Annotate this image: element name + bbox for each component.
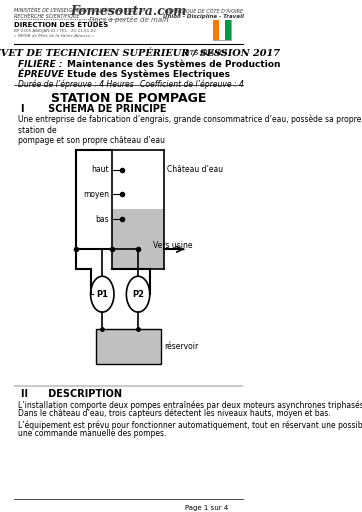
Circle shape (90, 276, 114, 312)
Text: L’équipement est prévu pour fonctionner automatiquement, tout en réservant une p: L’équipement est prévu pour fonctionner … (18, 421, 362, 431)
Text: RÉPUBLIQUE DE CÔTE D’IVOIRE: RÉPUBLIQUE DE CÔTE D’IVOIRE (165, 8, 243, 13)
Text: Fomesoutra.com: Fomesoutra.com (71, 5, 187, 18)
Text: Château d’eau: Château d’eau (167, 165, 223, 174)
Text: L’installation comporte deux pompes entraînées par deux moteurs asynchrones trip: L’installation comporte deux pompes entr… (18, 401, 362, 411)
Text: DIRECTION DES ÉTUDES: DIRECTION DES ÉTUDES (14, 22, 109, 29)
Text: Union - Discipline - Travail: Union - Discipline - Travail (163, 14, 243, 19)
Text: Coefficient de l’épreuve : 4: Coefficient de l’épreuve : 4 (139, 80, 243, 89)
Bar (112, 209, 164, 269)
Text: RECHERCHE SCIENTIFIQUE: RECHERCHE SCIENTIFIQUE (14, 14, 80, 19)
Circle shape (126, 276, 150, 312)
Bar (96, 329, 161, 364)
Text: P1: P1 (96, 290, 108, 298)
Text: Dans le château d’eau, trois capteurs détectent les niveaux hauts, moyen et bas.: Dans le château d’eau, trois capteurs dé… (18, 409, 331, 418)
Text: « INPHB de Mèle de la Valiée-Aboisso »: « INPHB de Mèle de la Valiée-Aboisso » (14, 34, 94, 38)
Text: (BTS BLANC): (BTS BLANC) (180, 50, 227, 56)
Text: Etude des Systèmes Electriques: Etude des Systèmes Electriques (67, 70, 230, 79)
Text: Vers usine: Vers usine (153, 241, 192, 250)
Text: STATION DE POMPAGE: STATION DE POMPAGE (51, 92, 207, 105)
Text: moyen: moyen (83, 190, 109, 199)
Text: Maintenance des Systèmes de Production: Maintenance des Systèmes de Production (67, 60, 280, 69)
Text: Une entreprise de fabrication d’engrais, grande consommatrice d’eau, possède sa : Une entreprise de fabrication d’engrais,… (18, 115, 361, 145)
Text: Durée de l’épreuve : 4 Heures: Durée de l’épreuve : 4 Heures (18, 80, 134, 89)
Text: I       SCHEMA DE PRINCIPE: I SCHEMA DE PRINCIPE (21, 104, 167, 114)
Text: P2: P2 (132, 290, 144, 298)
Text: Page 1 sur 4: Page 1 sur 4 (185, 505, 228, 510)
Text: BREVET DE TECHNICIEN SUPÉRIEUR / SESSION 2017: BREVET DE TECHNICIEN SUPÉRIEUR / SESSION… (0, 50, 281, 59)
Bar (213, 20, 219, 40)
Text: MINISTÈRE DE L’ENSEIGNEMENT SUPÉRIEUR ET DE LA: MINISTÈRE DE L’ENSEIGNEMENT SUPÉRIEUR ET… (14, 8, 146, 13)
Text: FILIÈRE :: FILIÈRE : (18, 60, 62, 69)
Text: haut: haut (91, 165, 109, 174)
Text: BP 2305 ABIDJAN 01 / TEL : 20-21-61-62: BP 2305 ABIDJAN 01 / TEL : 20-21-61-62 (14, 29, 97, 33)
Text: réservoir: réservoir (164, 342, 198, 351)
Text: une commande manuelle des pompes.: une commande manuelle des pompes. (18, 429, 166, 438)
Text: ÉPREUVE :: ÉPREUVE : (18, 70, 71, 79)
Bar (213, 20, 231, 40)
Text: bas: bas (95, 215, 109, 224)
Bar (225, 20, 231, 40)
Text: Docs à portée de main: Docs à portée de main (89, 16, 169, 23)
Bar (219, 20, 225, 40)
Text: II      DESCRIPTION: II DESCRIPTION (21, 389, 122, 399)
